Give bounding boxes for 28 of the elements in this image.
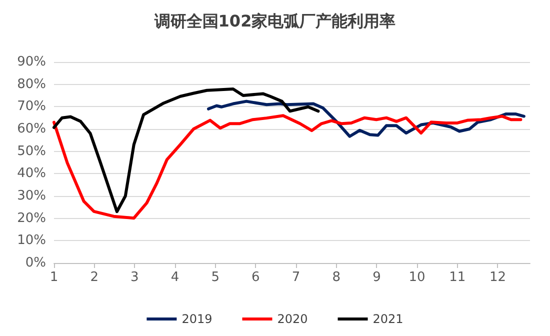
legend-label: 2020 xyxy=(277,312,308,326)
y-tick-label: 30% xyxy=(17,188,46,204)
x-tick-label: 12 xyxy=(489,270,506,285)
x-tick-label: 1 xyxy=(50,270,58,285)
x-tick-label: 4 xyxy=(170,270,180,285)
y-tick-label: 60% xyxy=(17,122,46,136)
x-tick-label: 10 xyxy=(408,270,426,285)
y-tick-label: 90% xyxy=(17,54,46,70)
y-tick-label: 10% xyxy=(17,233,46,248)
legend-label: 2019 xyxy=(182,312,212,326)
x-tick-label: 6 xyxy=(252,270,260,285)
x-tick-label: 3 xyxy=(130,270,139,285)
y-tick-label: 80% xyxy=(17,76,46,92)
x-tick-label: 5 xyxy=(211,270,220,285)
y-tick-label: 40% xyxy=(17,166,46,182)
y-tick-label: 20% xyxy=(17,210,46,226)
x-tick-label: 7 xyxy=(292,270,300,285)
chart-title: 调研全国102家电弧厂产能利用率 xyxy=(153,12,396,30)
legend-label: 2021 xyxy=(372,312,404,326)
line-series xyxy=(52,88,320,214)
line-series xyxy=(52,114,522,220)
x-tick-label: 9 xyxy=(372,270,381,285)
x-tick-label: 8 xyxy=(332,270,341,285)
y-tick-label: 0% xyxy=(25,256,46,270)
x-tick-label: 2 xyxy=(90,270,98,285)
x-tick-label: 11 xyxy=(449,270,466,285)
y-tick-label: 70% xyxy=(17,99,46,114)
y-tick-label: 50% xyxy=(17,144,46,159)
